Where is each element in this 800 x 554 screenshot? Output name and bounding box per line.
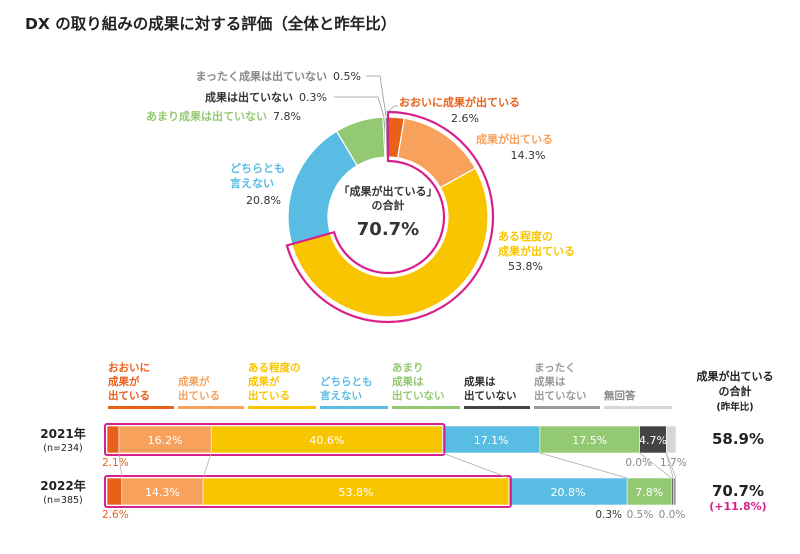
legend-neutral-line-2: 言えない [320, 389, 362, 402]
connector-line-1 [118, 452, 123, 479]
bar-1-label-notatall: 0.0% [625, 457, 652, 469]
value-none: 0.3% [299, 91, 327, 104]
label-neutral-value: 20.8% [246, 194, 281, 207]
bar-1-label-little: 17.5% [572, 434, 607, 447]
bar-1-segment-moderate [210, 425, 443, 454]
row-change-2: (+11.8%) [709, 500, 766, 513]
bar-1-segment-noanswer [666, 425, 677, 454]
bar-2-label-moderate: 53.8% [338, 486, 373, 499]
chart-title: DX の取り組みの成果に対する評価（全体と昨年比） [25, 15, 397, 33]
bar-1-segment-great [106, 425, 120, 454]
label-neutral-label-2: 言えない [230, 176, 274, 190]
legend-notatall-line-3: 出ていない [534, 389, 587, 402]
donut-highlight-outline [285, 110, 495, 324]
bar-2-label-noanswer: 0.0% [659, 509, 686, 521]
bar-2-label-some: 14.3% [145, 486, 180, 499]
connector-line-4 [539, 452, 628, 479]
bar-2-segment-neutral [508, 477, 628, 506]
legend-none-line-2: 出ていない [464, 389, 517, 402]
value-notatall: 0.5% [333, 70, 361, 83]
connector-line-7 [665, 452, 677, 479]
connector-line-5 [639, 452, 672, 479]
legend-little-line-2: 成果は [392, 375, 424, 388]
label-moderate-label-2: 成果が出ている [498, 244, 575, 258]
bar-2-segment-moderate [202, 477, 510, 506]
legend-some-line-1: 成果が [178, 375, 210, 388]
bar-2-label-neutral: 20.8% [551, 486, 586, 499]
legend-moderate-line-3: 出ている [248, 389, 290, 402]
row-total-1: 58.9% [712, 430, 764, 448]
legend-moderate-line-2: 成果が [248, 375, 280, 388]
legend-swatch-noanswer [604, 406, 672, 409]
label-moderate-value: 53.8% [508, 260, 543, 273]
label-notatall: まったく成果は出ていない [195, 69, 327, 83]
row-year-2: 2022年 [40, 478, 85, 493]
donut-center-value: 70.7% [357, 219, 419, 240]
row-total-2: 70.7% [712, 482, 764, 500]
value-little: 7.8% [273, 110, 301, 123]
bar-2-label-little: 7.8% [635, 486, 663, 499]
legend-noanswer-line-1: 無回答 [604, 389, 636, 402]
legend-swatch-some [178, 406, 244, 409]
bar-1-segment-little [539, 425, 640, 454]
label-great-label-1: おおいに成果が出ている [399, 95, 520, 109]
legend-great-line-3: 出ている [108, 389, 150, 402]
bar-1-label-noanswer: 1.7% [660, 457, 687, 469]
bar-1-label-none: 4.7% [639, 434, 667, 447]
bar-2-label-great: 2.6% [102, 509, 129, 521]
row-year-1: 2021年 [40, 426, 85, 441]
legend-swatch-moderate [248, 406, 316, 409]
label-some-label-1: 成果が出ている [476, 132, 553, 146]
bar-2-segment-great [106, 477, 123, 506]
row-n-1: (n=234) [43, 443, 83, 454]
leader-great [387, 105, 398, 113]
bar-2-label-none: 0.3% [595, 509, 622, 521]
label-moderate-label-1: ある程度の [498, 229, 553, 243]
bar-1-label-some: 16.2% [148, 434, 183, 447]
connector-line-3 [442, 452, 510, 479]
legend-great-line-1: おおいに [108, 362, 150, 374]
legend-swatch-none [464, 406, 530, 409]
bar-1-label-neutral: 17.1% [474, 434, 509, 447]
donut-center-label-1: 「成果が出ている」 [339, 184, 438, 198]
total-header-line-3: (昨年比) [716, 401, 753, 413]
bar-1-highlight [104, 423, 446, 456]
bar-2-segment-notatall [672, 477, 677, 506]
total-header-line-1: 成果が出ている [697, 369, 774, 383]
leader-notatall [366, 75, 387, 117]
donut-slice-moderate [291, 167, 489, 318]
connector-line-2 [202, 452, 212, 479]
legend-little-line-3: 出ていない [392, 389, 445, 402]
label-neutral-label-1: どちらとも [230, 162, 285, 175]
bar-2-segment-little [626, 477, 672, 506]
total-header-line-2: の合計 [719, 384, 752, 398]
bar-1-label-moderate: 40.6% [309, 434, 344, 447]
legend-moderate-line-1: ある程度の [248, 361, 301, 374]
bar-2-highlight [104, 475, 512, 508]
legend-swatch-little [392, 406, 460, 409]
legend-neutral-line-1: どちらとも [320, 375, 373, 388]
legend-little-line-1: あまり [392, 361, 424, 374]
legend-swatch-great [108, 406, 174, 409]
label-none: 成果は出ていない [205, 90, 293, 104]
legend-notatall-line-2: 成果は [534, 375, 566, 388]
label-some-value: 14.3% [511, 149, 546, 162]
bar-1-label-great: 2.1% [102, 457, 129, 469]
row-n-2: (n=385) [43, 495, 83, 506]
bar-2-label-notatall: 0.5% [627, 509, 654, 521]
leader-none [334, 96, 385, 118]
legend-some-line-2: 出ている [178, 389, 220, 402]
legend-notatall-line-1: まったく [534, 362, 576, 374]
donut-center-label-2: の合計 [372, 198, 405, 212]
connector-line-6 [665, 452, 674, 479]
label-little: あまり成果は出ていない [146, 109, 267, 123]
bar-1-segment-none [639, 425, 667, 454]
label-great-value: 2.6% [451, 112, 479, 125]
legend-none-line-1: 成果は [464, 375, 496, 388]
legend-swatch-notatall [534, 406, 600, 409]
legend-great-line-2: 成果が [108, 375, 140, 388]
legend-swatch-neutral [320, 406, 388, 409]
